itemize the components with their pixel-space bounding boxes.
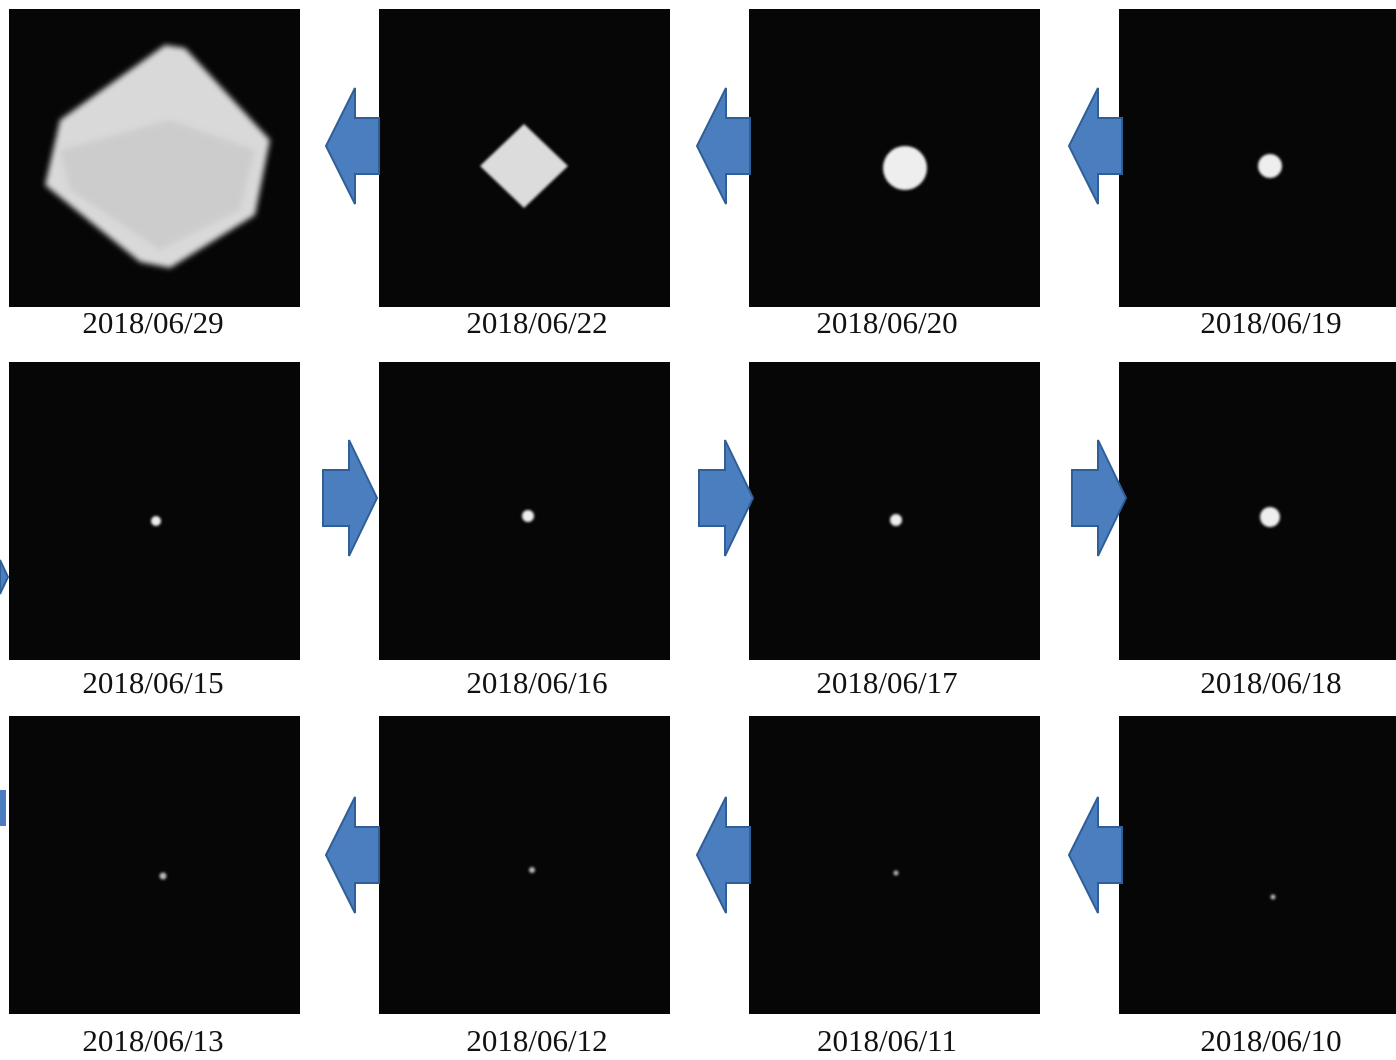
arrow-right bbox=[1072, 440, 1126, 556]
asteroid bbox=[883, 146, 927, 190]
date-label: 2018/06/20 bbox=[816, 305, 957, 340]
asteroid bbox=[894, 871, 899, 876]
date-label: 2018/06/11 bbox=[817, 1023, 957, 1058]
arrow-right bbox=[323, 440, 377, 556]
arrow-left bbox=[326, 88, 379, 204]
arrow-fragment bbox=[0, 560, 8, 594]
date-label: 2018/06/10 bbox=[1200, 1023, 1341, 1058]
arrow-left bbox=[697, 88, 750, 204]
asteroid bbox=[151, 516, 161, 526]
image-panel bbox=[1119, 716, 1396, 1014]
date-label: 2018/06/19 bbox=[1200, 305, 1341, 340]
arrow-left bbox=[1069, 797, 1122, 913]
date-label: 2018/06/22 bbox=[466, 305, 607, 340]
arrow-left bbox=[697, 797, 750, 913]
image-panel bbox=[379, 362, 670, 660]
asteroid bbox=[160, 873, 167, 880]
arrow-fragment bbox=[0, 790, 6, 826]
asteroid bbox=[1260, 507, 1280, 527]
date-label: 2018/06/18 bbox=[1200, 665, 1341, 700]
arrow-left bbox=[326, 797, 379, 913]
date-label: 2018/06/17 bbox=[816, 665, 957, 700]
image-panel bbox=[379, 716, 670, 1014]
asteroid bbox=[522, 510, 534, 522]
date-label: 2018/06/16 bbox=[466, 665, 607, 700]
arrow-right bbox=[699, 440, 753, 556]
image-panel bbox=[1119, 362, 1396, 660]
asteroid bbox=[1258, 154, 1282, 178]
image-panel bbox=[9, 362, 300, 660]
date-label: 2018/06/29 bbox=[82, 305, 223, 340]
asteroid bbox=[890, 514, 902, 526]
asteroid bbox=[529, 867, 535, 873]
image-panel bbox=[749, 716, 1040, 1014]
image-panel bbox=[1119, 9, 1396, 307]
date-label: 2018/06/13 bbox=[82, 1023, 223, 1058]
date-label: 2018/06/15 bbox=[82, 665, 223, 700]
arrow-left bbox=[1069, 88, 1122, 204]
asteroid bbox=[1271, 895, 1276, 900]
figure: 2018/06/29 2018/06/22 2018/06/20 2018/06/19… bbox=[0, 0, 1396, 1060]
image-panel bbox=[749, 362, 1040, 660]
date-label: 2018/06/12 bbox=[466, 1023, 607, 1058]
image-panel bbox=[9, 716, 300, 1014]
